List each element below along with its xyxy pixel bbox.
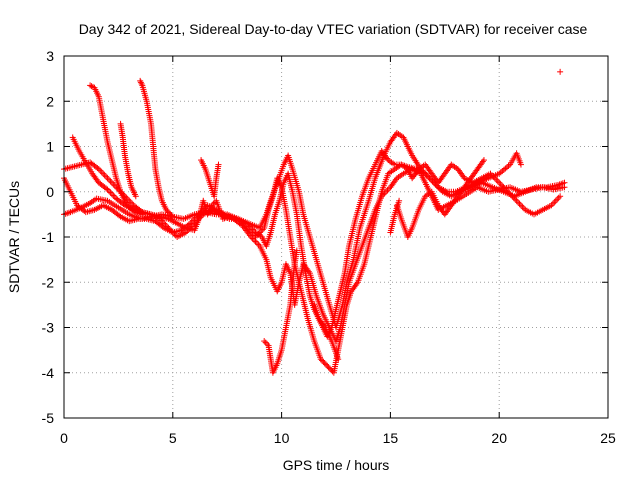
data-point (262, 339, 269, 346)
data-point (103, 185, 110, 192)
data-point (261, 338, 268, 345)
x-tick-label: 15 (383, 430, 399, 446)
data-point (396, 197, 403, 204)
y-tick-label: -1 (42, 229, 55, 245)
data-point (325, 364, 332, 371)
data-point (103, 173, 110, 180)
data-point (94, 164, 101, 171)
data-point (168, 212, 175, 219)
data-point (328, 367, 335, 374)
data-point (165, 209, 172, 216)
data-point (108, 191, 115, 198)
data-point (480, 157, 487, 164)
data-point (97, 167, 104, 174)
data-point (552, 197, 559, 204)
y-tick-label: -2 (42, 274, 55, 290)
data-point (253, 240, 260, 247)
data-point (517, 161, 524, 168)
data-point (110, 192, 117, 199)
data-point (164, 208, 171, 215)
data-point (324, 362, 331, 369)
data-point (555, 194, 562, 201)
data-point (516, 200, 523, 207)
y-tick-label: -4 (42, 365, 55, 381)
y-tick-label: 3 (46, 48, 54, 64)
data-point (104, 175, 111, 182)
y-tick-label: 1 (46, 139, 54, 155)
data-point (138, 80, 145, 87)
y-tick-label: 2 (46, 93, 54, 109)
data-point (111, 194, 118, 201)
y-axis-label: SDTVAR / TECUs (6, 181, 22, 293)
data-point (322, 361, 329, 368)
data-point (557, 193, 564, 200)
data-point (98, 169, 105, 176)
data-point (167, 210, 174, 217)
data-point (335, 356, 342, 363)
x-tick-label: 25 (600, 430, 616, 446)
data-point (557, 68, 564, 75)
y-tick-label: -5 (42, 410, 55, 426)
data-point (139, 211, 146, 218)
data-point (519, 203, 526, 210)
data-point (185, 221, 192, 228)
data-point (159, 223, 166, 230)
data-point (105, 187, 112, 194)
data-point (107, 178, 114, 185)
data-point (163, 206, 170, 213)
x-tick-label: 20 (491, 430, 507, 446)
data-point (293, 247, 300, 254)
data-point (320, 358, 327, 365)
data-point (496, 179, 503, 186)
data-point (100, 170, 107, 177)
axis-ticks: 0 5 10 15 20 25 -5 -4 -3 -2 -1 0 1 2 3 (42, 48, 616, 446)
data-point (101, 172, 108, 179)
data-point (105, 176, 112, 183)
x-tick-label: 0 (60, 430, 68, 446)
data-point (319, 357, 326, 364)
data-point (116, 212, 123, 219)
y-tick-label: 0 (46, 184, 54, 200)
chart-title: Day 342 of 2021, Sidereal Day-to-day VTE… (79, 21, 588, 37)
data-point (88, 83, 95, 90)
data-points (61, 68, 568, 376)
x-tick-label: 5 (169, 430, 177, 446)
data-point (561, 184, 568, 191)
x-axis-label: GPS time / hours (283, 457, 390, 473)
data-point (515, 199, 522, 206)
data-point (188, 218, 195, 225)
data-point (169, 213, 176, 220)
data-point (132, 193, 139, 200)
data-point (317, 356, 324, 363)
data-point (321, 360, 328, 367)
data-point (517, 202, 524, 209)
data-point (107, 189, 114, 196)
data-point (494, 178, 501, 185)
x-tick-label: 10 (274, 430, 290, 446)
data-point (215, 161, 222, 168)
data-point (249, 230, 256, 237)
data-point (551, 199, 558, 206)
data-point (554, 196, 561, 203)
y-tick-label: -3 (42, 320, 55, 336)
